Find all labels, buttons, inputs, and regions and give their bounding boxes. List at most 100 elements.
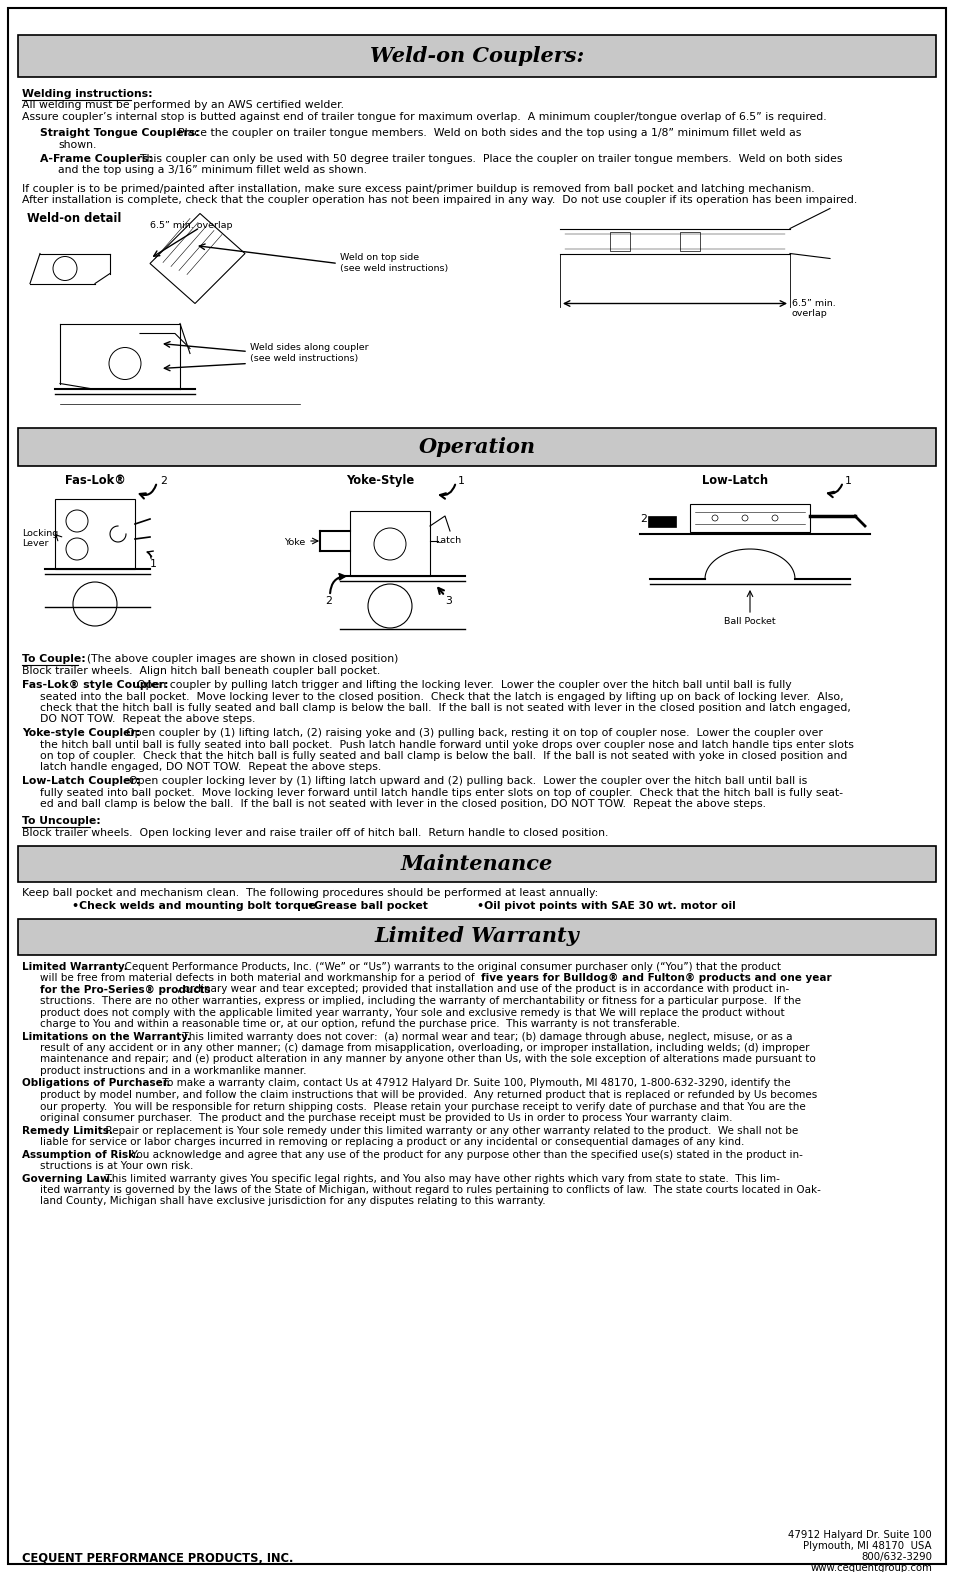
- Text: CEQUENT PERFORMANCE PRODUCTS, INC.: CEQUENT PERFORMANCE PRODUCTS, INC.: [22, 1552, 294, 1566]
- Bar: [350, 511, 430, 575]
- Text: This limited warranty gives You specific legal rights, and You also may have oth: This limited warranty gives You specific…: [99, 1174, 779, 1184]
- Bar: [18, 35, 935, 77]
- Text: 47912 Halyard Dr. Suite 100: 47912 Halyard Dr. Suite 100: [787, 1530, 931, 1541]
- Text: ed and ball clamp is below the ball.  If the ball is not seated with lever in th: ed and ball clamp is below the ball. If …: [40, 799, 765, 810]
- Bar: [18, 846, 935, 882]
- Text: If coupler is to be primed/painted after installation, make sure excess paint/pr: If coupler is to be primed/painted after…: [22, 184, 814, 193]
- Text: Limitations on the Warranty.: Limitations on the Warranty.: [22, 1031, 191, 1042]
- Text: www.cequentgroup.com: www.cequentgroup.com: [809, 1563, 931, 1572]
- Text: charge to You and within a reasonable time or, at our option, refund the purchas: charge to You and within a reasonable ti…: [40, 1019, 679, 1030]
- Text: 1: 1: [844, 476, 851, 486]
- Text: All welding must be performed by an AWS certified welder.: All welding must be performed by an AWS …: [22, 101, 344, 110]
- Text: Assumption of Risk.: Assumption of Risk.: [22, 1149, 139, 1160]
- Text: Weld on top side
(see weld instructions): Weld on top side (see weld instructions): [339, 253, 448, 274]
- Text: Fas-Lok® style Coupler:: Fas-Lok® style Coupler:: [22, 681, 169, 690]
- Text: Keep ball pocket and mechanism clean.  The following procedures should be perfor: Keep ball pocket and mechanism clean. Th…: [22, 888, 598, 899]
- Text: Yoke-Style: Yoke-Style: [346, 475, 414, 487]
- Text: on top of coupler.  Check that the hitch ball is fully seated and ball clamp is : on top of coupler. Check that the hitch …: [40, 751, 846, 761]
- Text: Locking
Lever: Locking Lever: [22, 530, 58, 549]
- Text: Governing Law.: Governing Law.: [22, 1174, 112, 1184]
- Text: product by model number, and follow the claim instructions that will be provided: product by model number, and follow the …: [40, 1089, 817, 1100]
- Text: This limited warranty does not cover:  (a) normal wear and tear; (b) damage thro: This limited warranty does not cover: (a…: [175, 1031, 792, 1042]
- Text: Plymouth, MI 48170  USA: Plymouth, MI 48170 USA: [802, 1541, 931, 1552]
- Text: structions is at Your own risk.: structions is at Your own risk.: [40, 1162, 193, 1171]
- Text: latch handle engaged, DO NOT TOW.  Repeat the above steps.: latch handle engaged, DO NOT TOW. Repeat…: [40, 762, 381, 772]
- Bar: [18, 428, 935, 465]
- Text: Ball Pocket: Ball Pocket: [723, 616, 775, 626]
- Text: Repair or replacement is Your sole remedy under this limited warranty or any oth: Repair or replacement is Your sole remed…: [99, 1126, 798, 1135]
- Text: A-Frame Couplers:: A-Frame Couplers:: [40, 154, 152, 163]
- Text: original consumer purchaser.  The product and the purchase receipt must be provi: original consumer purchaser. The product…: [40, 1113, 732, 1122]
- Bar: [679, 231, 700, 250]
- Text: the hitch ball until ball is fully seated into ball pocket.  Push latch handle f: the hitch ball until ball is fully seate…: [40, 739, 853, 750]
- Text: Assure coupler’s internal stop is butted against end of trailer tongue for maxim: Assure coupler’s internal stop is butted…: [22, 112, 825, 123]
- Text: ited warranty is governed by the laws of the State of Michigan, without regard t: ited warranty is governed by the laws of…: [40, 1185, 820, 1195]
- Text: This coupler can only be used with 50 degree trailer tongues.  Place the coupler: This coupler can only be used with 50 de…: [132, 154, 841, 163]
- Text: DO NOT TOW.  Repeat the above steps.: DO NOT TOW. Repeat the above steps.: [40, 715, 255, 725]
- Text: Yoke: Yoke: [283, 538, 305, 547]
- Text: , ordinary wear and tear excepted; provided that installation and use of the pro: , ordinary wear and tear excepted; provi…: [177, 984, 788, 995]
- Text: 800/632-3290: 800/632-3290: [861, 1552, 931, 1563]
- Text: Weld-on Couplers:: Weld-on Couplers:: [370, 46, 583, 66]
- Bar: [55, 498, 135, 569]
- Text: and the top using a 3/16” minimum fillet weld as shown.: and the top using a 3/16” minimum fillet…: [58, 165, 367, 174]
- Text: will be free from material defects in both material and workmanship for a period: will be free from material defects in bo…: [40, 973, 477, 982]
- Text: 6.5” min. overlap: 6.5” min. overlap: [150, 222, 233, 231]
- Text: 2: 2: [160, 476, 167, 486]
- Text: Open coupler by pulling latch trigger and lifting the locking lever.  Lower the : Open coupler by pulling latch trigger an…: [130, 681, 791, 690]
- Text: Low-Latch Coupler:: Low-Latch Coupler:: [22, 777, 140, 786]
- Text: 2: 2: [325, 596, 332, 605]
- Text: Limited Warranty.: Limited Warranty.: [22, 962, 128, 971]
- Text: our property.  You will be responsible for return shipping costs.  Please retain: our property. You will be responsible fo…: [40, 1102, 805, 1111]
- Text: check that the hitch ball is fully seated and ball clamp is below the ball.  If : check that the hitch ball is fully seate…: [40, 703, 850, 714]
- Text: 3: 3: [444, 596, 452, 605]
- Text: To Couple:: To Couple:: [22, 654, 86, 663]
- Text: (The above coupler images are shown in closed position): (The above coupler images are shown in c…: [80, 654, 398, 663]
- Text: Obligations of Purchaser.: Obligations of Purchaser.: [22, 1078, 171, 1088]
- Text: fully seated into ball pocket.  Move locking lever forward until latch handle ti: fully seated into ball pocket. Move lock…: [40, 788, 842, 797]
- Text: Block trailer wheels.  Open locking lever and raise trailer off of hitch ball.  : Block trailer wheels. Open locking lever…: [22, 828, 608, 838]
- Text: structions.  There are no other warranties, express or implied, including the wa: structions. There are no other warrantie…: [40, 997, 801, 1006]
- Text: result of any accident or in any other manner; (c) damage from misapplication, o: result of any accident or in any other m…: [40, 1042, 809, 1053]
- Text: Operation: Operation: [418, 437, 535, 457]
- Text: seated into the ball pocket.  Move locking lever to the closed position.  Check : seated into the ball pocket. Move lockin…: [40, 692, 842, 701]
- Text: 6.5” min.
overlap: 6.5” min. overlap: [791, 299, 835, 318]
- Text: land County, Michigan shall have exclusive jurisdiction for any disputes relatin: land County, Michigan shall have exclusi…: [40, 1196, 545, 1206]
- Text: To Uncouple:: To Uncouple:: [22, 816, 101, 827]
- Text: five years for Bulldog® and Fulton® products and one year: five years for Bulldog® and Fulton® prod…: [480, 973, 831, 982]
- Text: To make a warranty claim, contact Us at 47912 Halyard Dr. Suite 100, Plymouth, M: To make a warranty claim, contact Us at …: [156, 1078, 790, 1088]
- Text: for the Pro-Series® products: for the Pro-Series® products: [40, 984, 211, 995]
- Text: Weld sides along coupler
(see weld instructions): Weld sides along coupler (see weld instr…: [250, 344, 368, 363]
- Text: •Grease ball pocket: •Grease ball pocket: [307, 901, 428, 912]
- Text: Low-Latch: Low-Latch: [701, 475, 767, 487]
- Text: After installation is complete, check that the coupler operation has not been im: After installation is complete, check th…: [22, 195, 857, 204]
- Text: Cequent Performance Products, Inc. (“We” or “Us”) warrants to the original consu: Cequent Performance Products, Inc. (“We”…: [118, 962, 781, 971]
- Text: shown.: shown.: [58, 140, 96, 149]
- Bar: [647, 516, 676, 527]
- Text: maintenance and repair; and (e) product alteration in any manner by anyone other: maintenance and repair; and (e) product …: [40, 1055, 815, 1064]
- Text: Latch: Latch: [435, 536, 460, 545]
- Text: •Check welds and mounting bolt torque: •Check welds and mounting bolt torque: [71, 901, 315, 912]
- Text: product does not comply with the applicable limited year warranty, Your sole and: product does not comply with the applica…: [40, 1008, 783, 1017]
- Text: Welding instructions:: Welding instructions:: [22, 90, 152, 99]
- Text: 2: 2: [639, 514, 646, 523]
- Text: Open coupler by (1) lifting latch, (2) raising yoke and (3) pulling back, restin: Open coupler by (1) lifting latch, (2) r…: [119, 728, 822, 737]
- Text: 1: 1: [457, 476, 464, 486]
- Text: Straight Tongue Couplers:: Straight Tongue Couplers:: [40, 129, 199, 138]
- Text: Yoke-style Coupler:: Yoke-style Coupler:: [22, 728, 140, 737]
- Text: Open coupler locking lever by (1) lifting latch upward and (2) pulling back.  Lo: Open coupler locking lever by (1) liftin…: [122, 777, 806, 786]
- Text: Block trailer wheels.  Align hitch ball beneath coupler ball pocket.: Block trailer wheels. Align hitch ball b…: [22, 665, 380, 676]
- Text: •Oil pivot points with SAE 30 wt. motor oil: •Oil pivot points with SAE 30 wt. motor …: [476, 901, 735, 912]
- Text: Place the coupler on trailer tongue members.  Weld on both sides and the top usi: Place the coupler on trailer tongue memb…: [171, 129, 801, 138]
- Text: Maintenance: Maintenance: [400, 854, 553, 874]
- Text: 1: 1: [150, 560, 156, 569]
- Bar: [18, 918, 935, 954]
- Text: Fas-Lok®: Fas-Lok®: [65, 475, 125, 487]
- Text: Weld-on detail: Weld-on detail: [27, 212, 121, 225]
- Text: You acknowledge and agree that any use of the product for any purpose other than: You acknowledge and agree that any use o…: [125, 1149, 802, 1160]
- Text: liable for service or labor charges incurred in removing or replacing a product : liable for service or labor charges incu…: [40, 1137, 743, 1148]
- Text: Remedy Limits.: Remedy Limits.: [22, 1126, 112, 1135]
- Bar: [609, 231, 629, 250]
- Text: Limited Warranty: Limited Warranty: [375, 926, 578, 946]
- Text: product instructions and in a workmanlike manner.: product instructions and in a workmanlik…: [40, 1066, 306, 1075]
